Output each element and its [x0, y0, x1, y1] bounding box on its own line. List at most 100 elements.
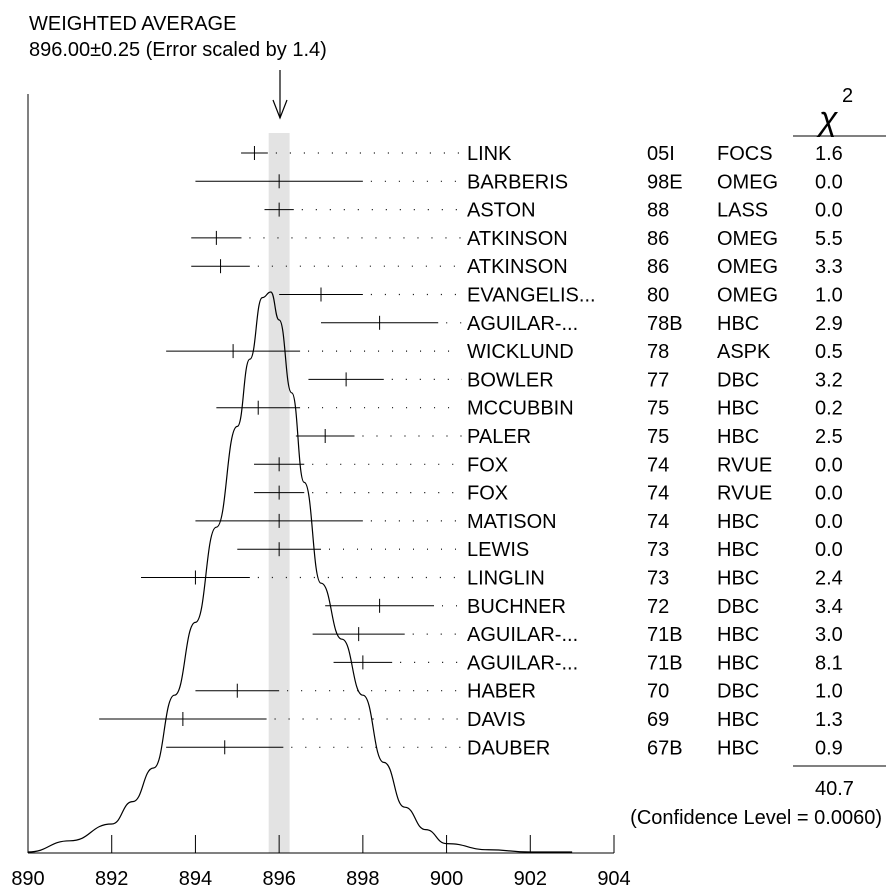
measurement-row: ASTON 88 LASS 0.0 [264, 200, 843, 222]
year-label: 73 [647, 539, 669, 561]
x-tick-label: 902 [514, 868, 547, 890]
author-label: AGUILAR-... [467, 652, 578, 674]
experiment-label: ASPK [717, 341, 771, 363]
measurement-row: DAVIS 69 HBC 1.3 [99, 709, 843, 731]
experiment-label: DBC [717, 596, 759, 618]
chi2-value: 3.3 [815, 256, 843, 278]
year-label: 71B [647, 652, 683, 674]
measurement-row: MCCUBBIN 75 HBC 0.2 [216, 398, 843, 420]
year-label: 70 [647, 681, 669, 703]
experiment-label: RVUE [717, 483, 772, 505]
year-label: 77 [647, 369, 669, 391]
measurement-row: PALER 75 HBC 2.5 [295, 426, 843, 448]
chi2-value: 0.5 [815, 341, 843, 363]
experiment-label: HBC [717, 398, 759, 420]
x-tick-label: 894 [179, 868, 212, 890]
year-label: 98E [647, 171, 683, 193]
author-label: BUCHNER [467, 596, 566, 618]
chi2-total: 40.7 [815, 778, 854, 800]
measurement-row: BOWLER 77 DBC 3.2 [308, 369, 843, 391]
experiment-label: RVUE [717, 454, 772, 476]
author-label: LEWIS [467, 539, 529, 561]
author-label: MATISON [467, 511, 557, 533]
chi2-value: 0.2 [815, 398, 843, 420]
author-label: BOWLER [467, 369, 554, 391]
chi2-value: 2.5 [815, 426, 843, 448]
experiment-label: LASS [717, 200, 768, 222]
author-label: ATKINSON [467, 256, 568, 278]
measurement-rows: LINK 05I FOCS 1.6 BARBERIS 98E OMEG 0.0 ASTON 88 L… [99, 143, 843, 759]
chi2-value: 2.4 [815, 568, 843, 590]
x-tick-label: 890 [11, 868, 44, 890]
experiment-label: HBC [717, 313, 759, 335]
experiment-label: DBC [717, 369, 759, 391]
chi2-value: 8.1 [815, 652, 843, 674]
measurement-row: LINK 05I FOCS 1.6 [241, 143, 843, 165]
measurement-row: FOX 74 RVUE 0.0 [254, 454, 843, 476]
experiment-label: OMEG [717, 171, 778, 193]
chi2-value: 0.0 [815, 483, 843, 505]
year-label: 86 [647, 256, 669, 278]
author-label: LINK [467, 143, 512, 165]
measurement-row: HABER 70 DBC 1.0 [195, 681, 843, 703]
measurement-row: LINGLIN 73 HBC 2.4 [141, 568, 843, 590]
experiment-label: OMEG [717, 285, 778, 307]
measurement-row: MATISON 74 HBC 0.0 [195, 511, 843, 533]
year-label: 05I [647, 143, 675, 165]
experiment-label: OMEG [717, 256, 778, 278]
author-label: BARBERIS [467, 171, 568, 193]
year-label: 78 [647, 341, 669, 363]
author-label: ASTON [467, 200, 536, 222]
weighted-average-arrow [272, 70, 288, 120]
x-tick-label: 900 [430, 868, 463, 890]
year-label: 72 [647, 596, 669, 618]
year-label: 88 [647, 200, 669, 222]
chi2-value: 0.0 [815, 539, 843, 561]
author-label: PALER [467, 426, 531, 448]
chi2-symbol: χ [816, 100, 839, 138]
chi2-superscript: 2 [842, 85, 853, 107]
measurement-row: AGUILAR-... 71B HBC 8.1 [333, 652, 843, 674]
year-label: 74 [647, 454, 669, 476]
year-label: 71B [647, 624, 683, 646]
measurement-row: DAUBER 67B HBC 0.9 [166, 737, 843, 759]
measurement-row: AGUILAR-... 78B HBC 2.9 [321, 313, 843, 335]
year-label: 74 [647, 511, 669, 533]
year-label: 78B [647, 313, 683, 335]
author-label: LINGLIN [467, 568, 545, 590]
year-label: 67B [647, 737, 683, 759]
experiment-label: HBC [717, 568, 759, 590]
year-label: 73 [647, 568, 669, 590]
measurement-row: FOX 74 RVUE 0.0 [254, 483, 843, 505]
author-label: EVANGELIS... [467, 285, 596, 307]
experiment-label: HBC [717, 426, 759, 448]
chi2-value: 5.5 [815, 228, 843, 250]
measurement-row: EVANGELIS... 80 OMEG 1.0 [279, 285, 843, 307]
year-label: 75 [647, 398, 669, 420]
author-label: DAVIS [467, 709, 526, 731]
experiment-label: HBC [717, 652, 759, 674]
author-label: FOX [467, 454, 508, 476]
chi2-value: 1.3 [815, 709, 843, 731]
chi2-value: 0.0 [815, 200, 843, 222]
x-tick-label: 898 [346, 868, 379, 890]
experiment-label: DBC [717, 681, 759, 703]
x-axis-ticks: 890 892 894 896 898 900 902 904 [11, 835, 631, 890]
author-label: ATKINSON [467, 228, 568, 250]
chi2-value: 0.0 [815, 511, 843, 533]
experiment-label: HBC [717, 511, 759, 533]
measurement-row: BARBERIS 98E OMEG 0.0 [195, 171, 843, 193]
measurement-row: ATKINSON 86 OMEG 5.5 [191, 228, 843, 250]
chi2-value: 2.9 [815, 313, 843, 335]
author-label: WICKLUND [467, 341, 574, 363]
measurement-row: WICKLUND 78 ASPK 0.5 [166, 341, 843, 363]
experiment-label: OMEG [717, 228, 778, 250]
chi2-value: 1.0 [815, 285, 843, 307]
measurement-row: BUCHNER 72 DBC 3.4 [325, 596, 843, 618]
experiment-label: HBC [717, 737, 759, 759]
chart-title: WEIGHTED AVERAGE [29, 13, 236, 35]
chi2-value: 0.0 [815, 171, 843, 193]
x-tick-label: 892 [95, 868, 128, 890]
chi2-value: 0.0 [815, 454, 843, 476]
